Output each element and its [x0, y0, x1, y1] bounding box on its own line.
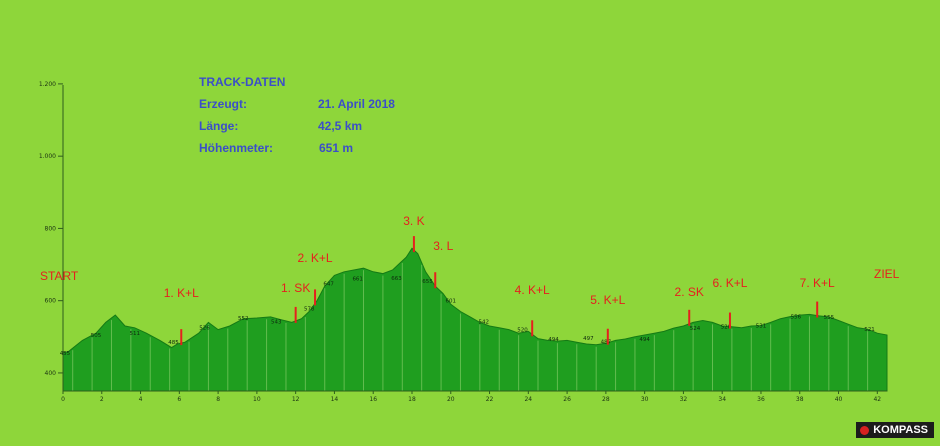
x-tick-label: 18 [408, 396, 416, 403]
elevation-point-label: 655 [422, 279, 433, 285]
elevation-point-label: 663 [391, 276, 402, 282]
elevation-point-label: 647 [323, 282, 334, 288]
elevation-point-label: 511 [129, 331, 140, 337]
elevation-point-label: 494 [548, 337, 559, 343]
elevation-point-label: 526 [199, 325, 210, 331]
y-tick-label: 1.000 [39, 153, 56, 160]
stop-marker-label: 6. K+L [712, 276, 747, 290]
x-tick-label: 22 [486, 396, 494, 403]
x-tick-label: 0 [61, 396, 65, 403]
stop-marker-label: 1. K+L [164, 286, 199, 300]
stop-marker-label: 3. K [403, 214, 424, 228]
logo-text: KOMPASS [873, 424, 928, 436]
elevation-area [62, 247, 888, 392]
elevation-point-label: 497 [583, 336, 594, 342]
stop-marker-label: 5. K+L [590, 293, 625, 307]
stop-marker-label: 2. K+L [298, 251, 333, 265]
x-tick-label: 38 [796, 396, 804, 403]
track-row-length-label: Länge: [199, 119, 239, 133]
x-tick-label: 42 [873, 396, 881, 403]
y-tick-label: 1.200 [39, 81, 56, 88]
x-tick-label: 28 [602, 396, 610, 403]
track-row-created-label: Erzeugt: [199, 97, 247, 111]
track-row-length-value: 42,5 km [318, 119, 363, 133]
x-tick-label: 8 [216, 396, 220, 403]
elevation-point-label: 487 [601, 340, 612, 346]
x-tick-label: 14 [331, 396, 339, 403]
elevation-point-label: 578 [304, 307, 315, 313]
elevation-point-label: 524 [690, 326, 701, 332]
x-tick-label: 24 [524, 396, 532, 403]
x-tick-label: 34 [718, 396, 726, 403]
start-label: START [40, 269, 79, 283]
elevation-point-label: 552 [238, 316, 249, 322]
x-tick-label: 10 [253, 396, 261, 403]
track-data-heading: TRACK-DATEN [199, 75, 286, 89]
compass-icon [860, 425, 870, 435]
track-row-elevation-label: Höhenmeter: [199, 141, 274, 155]
x-tick-label: 4 [139, 396, 143, 403]
elevation-point-label: 661 [352, 277, 363, 283]
elevation-point-label: 528 [721, 325, 732, 331]
track-row-created-value: 21. April 2018 [318, 97, 395, 111]
y-tick-label: 600 [45, 298, 57, 305]
x-tick-label: 26 [563, 396, 571, 403]
elevation-point-label: 520 [517, 328, 528, 334]
stop-marker-label: 3. L [433, 239, 453, 253]
x-tick-label: 12 [292, 396, 300, 403]
elevation-point-label: 505 [91, 333, 102, 339]
x-tick-label: 2 [100, 396, 104, 403]
x-tick-label: 30 [641, 396, 649, 403]
x-tick-label: 20 [447, 396, 455, 403]
track-data-panel: TRACK-DATEN [199, 75, 285, 89]
elevation-point-label: 455 [60, 351, 71, 357]
kompass-logo: KOMPASS [856, 422, 934, 438]
elevation-point-label: 485 [168, 340, 179, 346]
elevation-point-label: 555 [824, 315, 835, 321]
stop-marker-label: 2. SK [675, 285, 704, 299]
elevation-point-label: 543 [271, 319, 282, 325]
elevation-point-label: 494 [639, 337, 650, 343]
elevation-point-label: 531 [756, 324, 767, 330]
end-label: ZIEL [874, 267, 900, 281]
elevation-point-label: 521 [864, 327, 875, 333]
elevation-point-label: 542 [478, 320, 489, 326]
y-tick-label: 800 [45, 225, 57, 232]
x-tick-label: 40 [835, 396, 843, 403]
x-tick-label: 16 [369, 396, 377, 403]
elevation-point-label: 556 [791, 315, 802, 321]
stop-marker-label: 1. SK [281, 281, 310, 295]
track-row-elevation-value: 651 m [319, 141, 354, 155]
stop-marker-label: 7. K+L [800, 276, 835, 290]
elevation-point-label: 601 [446, 298, 457, 304]
x-tick-label: 6 [177, 396, 181, 403]
x-tick-label: 36 [757, 396, 765, 403]
x-tick-label: 32 [680, 396, 688, 403]
y-tick-label: 400 [45, 370, 57, 377]
stop-marker-label: 4. K+L [515, 283, 550, 297]
